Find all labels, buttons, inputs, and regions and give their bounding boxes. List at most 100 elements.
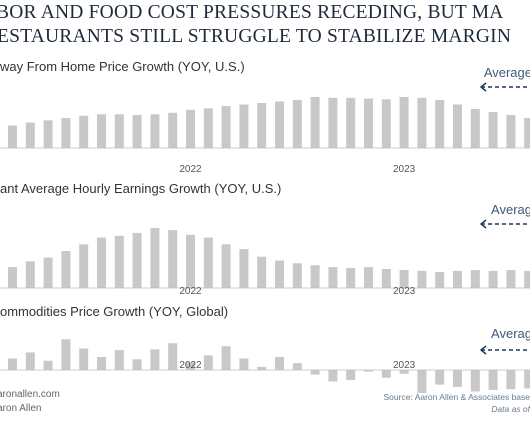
panel-3-tick-label-1: 2022 (179, 360, 202, 371)
panel-3-bar-8 (132, 359, 142, 370)
panel-1-bar-17 (292, 100, 302, 148)
panel-2-bar-30 (524, 270, 530, 288)
panel-2-bar-17 (292, 263, 302, 288)
panel-1-bar-19 (328, 97, 338, 149)
panel-3-bar-18 (310, 370, 320, 375)
chart-title-line-1: BOR AND FOOD COST PRESSURES RECEDING, BU… (0, 2, 504, 23)
panel-3-bar-26 (453, 370, 462, 387)
panel-3-bar-21 (364, 370, 373, 372)
panel-2-bar-1 (8, 267, 17, 288)
panel-3-average-arrow-icon (480, 345, 530, 355)
panel-1-bar-30 (524, 118, 530, 148)
panel-1-bar-21 (364, 98, 373, 148)
panel-1-bar-12 (203, 108, 213, 149)
panel-1-title: way From Home Price Growth (YOY, U.S.) (0, 59, 245, 74)
panel-3-average-label: Averag (491, 326, 530, 341)
panel-1-average-arrow-icon (480, 82, 530, 92)
panel-3-tick-label-2: 2023 (393, 360, 416, 371)
panel-1-bar-16 (275, 101, 284, 148)
panel-1-bar-4 (61, 118, 71, 148)
panel-3-bar-14 (239, 358, 249, 370)
panel-3-bar-6 (97, 357, 106, 370)
panel-2-bar-13 (221, 244, 231, 288)
panel-2-bar-26 (453, 270, 462, 288)
panel-2-chart: 2022 2023 (0, 228, 530, 297)
panel-1-bar-28 (488, 112, 498, 148)
panel-3-bar-15 (257, 366, 267, 370)
panel-3-bar-28 (488, 370, 498, 390)
panel-1-average-label: Average (483, 65, 530, 80)
panel-3-bar-5 (79, 348, 89, 370)
panel-2-bar-7 (114, 235, 124, 289)
panel-3-bar-1 (8, 358, 17, 370)
panel-2-bar-22 (381, 269, 391, 288)
panel-2-bar-6 (97, 237, 106, 288)
panel-3-bar-12 (203, 355, 213, 370)
panel-1-tick-label-2: 2023 (393, 164, 416, 175)
panel-2-bar-23 (399, 270, 409, 289)
panel-1-bar-10 (168, 112, 178, 149)
panel-3-bar-22 (381, 370, 391, 378)
panel-2-bar-29 (506, 270, 516, 289)
panel-3-title: ommodities Price Growth (YOY, Global) (0, 304, 229, 319)
panel-1-bar-23 (399, 97, 409, 148)
panel-2-bar-9 (150, 228, 160, 288)
panel-2-bar-5 (79, 244, 89, 288)
panel-3-bar-19 (328, 370, 338, 382)
panel-3-bar-17 (292, 363, 302, 370)
panel-2-bar-25 (435, 271, 445, 288)
panel-1-bar-5 (79, 115, 89, 149)
panel-2-bar-10 (168, 230, 178, 288)
panel-1-bar-14 (239, 104, 249, 148)
panel-2-average-label: Averag (491, 202, 530, 217)
footer-author: aron Allen (0, 403, 42, 414)
panel-2-bar-14 (239, 249, 249, 288)
panel-1-bar-1 (8, 125, 17, 148)
panel-3-bar-20 (346, 370, 356, 380)
panel-1-bar-13 (221, 106, 231, 148)
panel-3-bar-7 (114, 350, 124, 370)
panel-3-bar-30 (524, 370, 530, 389)
panel-2-bar-28 (488, 270, 498, 288)
panel-3-bar-4 (61, 339, 71, 370)
panel-2-bar-24 (417, 270, 427, 288)
panel-1-bar-22 (381, 99, 391, 149)
panel-3-bar-11 (186, 362, 195, 370)
panel-1-bar-26 (453, 104, 462, 148)
panel-1-bar-29 (506, 115, 516, 148)
panel-2-tick-label-1: 2022 (179, 286, 202, 297)
panel-1-bar-15 (257, 103, 267, 148)
panel-1-bar-8 (132, 115, 142, 148)
panel-2-bar-19 (328, 267, 338, 288)
footer-data-as-of: Data as of (491, 404, 530, 414)
panel-2-title: ant Average Hourly Earnings Growth (YOY,… (0, 181, 282, 196)
panel-2-bar-2 (25, 261, 35, 288)
panel-1-bar-11 (186, 109, 195, 149)
chart-title-line-2: ESTAURANTS STILL STRUGGLE TO STABILIZE M… (0, 26, 512, 47)
panel-1-bar-25 (435, 100, 445, 148)
panel-1-bar-9 (150, 114, 160, 149)
panel-3-bar-25 (435, 370, 445, 385)
panel-3-bar-29 (506, 370, 516, 390)
panel-1-bar-27 (470, 109, 480, 148)
panel-2-bar-8 (132, 232, 142, 288)
panel-2-bar-11 (186, 234, 195, 288)
panel-3-bar-27 (470, 370, 480, 392)
panel-2-bar-3 (43, 257, 53, 288)
panel-1-bar-6 (97, 114, 106, 149)
panel-2-bar-20 (346, 268, 356, 288)
panel-2-bar-27 (470, 270, 480, 289)
panel-2-bar-18 (310, 265, 320, 288)
panel-1-bar-24 (417, 97, 427, 149)
panel-1-chart: 2022 2023 (0, 97, 530, 175)
panel-3-bar-10 (168, 343, 178, 370)
panel-2-bar-21 (364, 267, 373, 288)
panel-3-bar-3 (43, 360, 53, 370)
panel-1-bar-18 (310, 97, 320, 148)
panel-3-chart: 2022 2023 (0, 339, 530, 393)
footer-source: Source: Aaron Allen & Associates base (383, 392, 530, 402)
panel-2-average-arrow-icon (480, 219, 530, 229)
panel-3-bar-9 (150, 349, 160, 370)
panel-2-bar-12 (203, 237, 213, 288)
panel-2-bar-15 (257, 256, 267, 288)
